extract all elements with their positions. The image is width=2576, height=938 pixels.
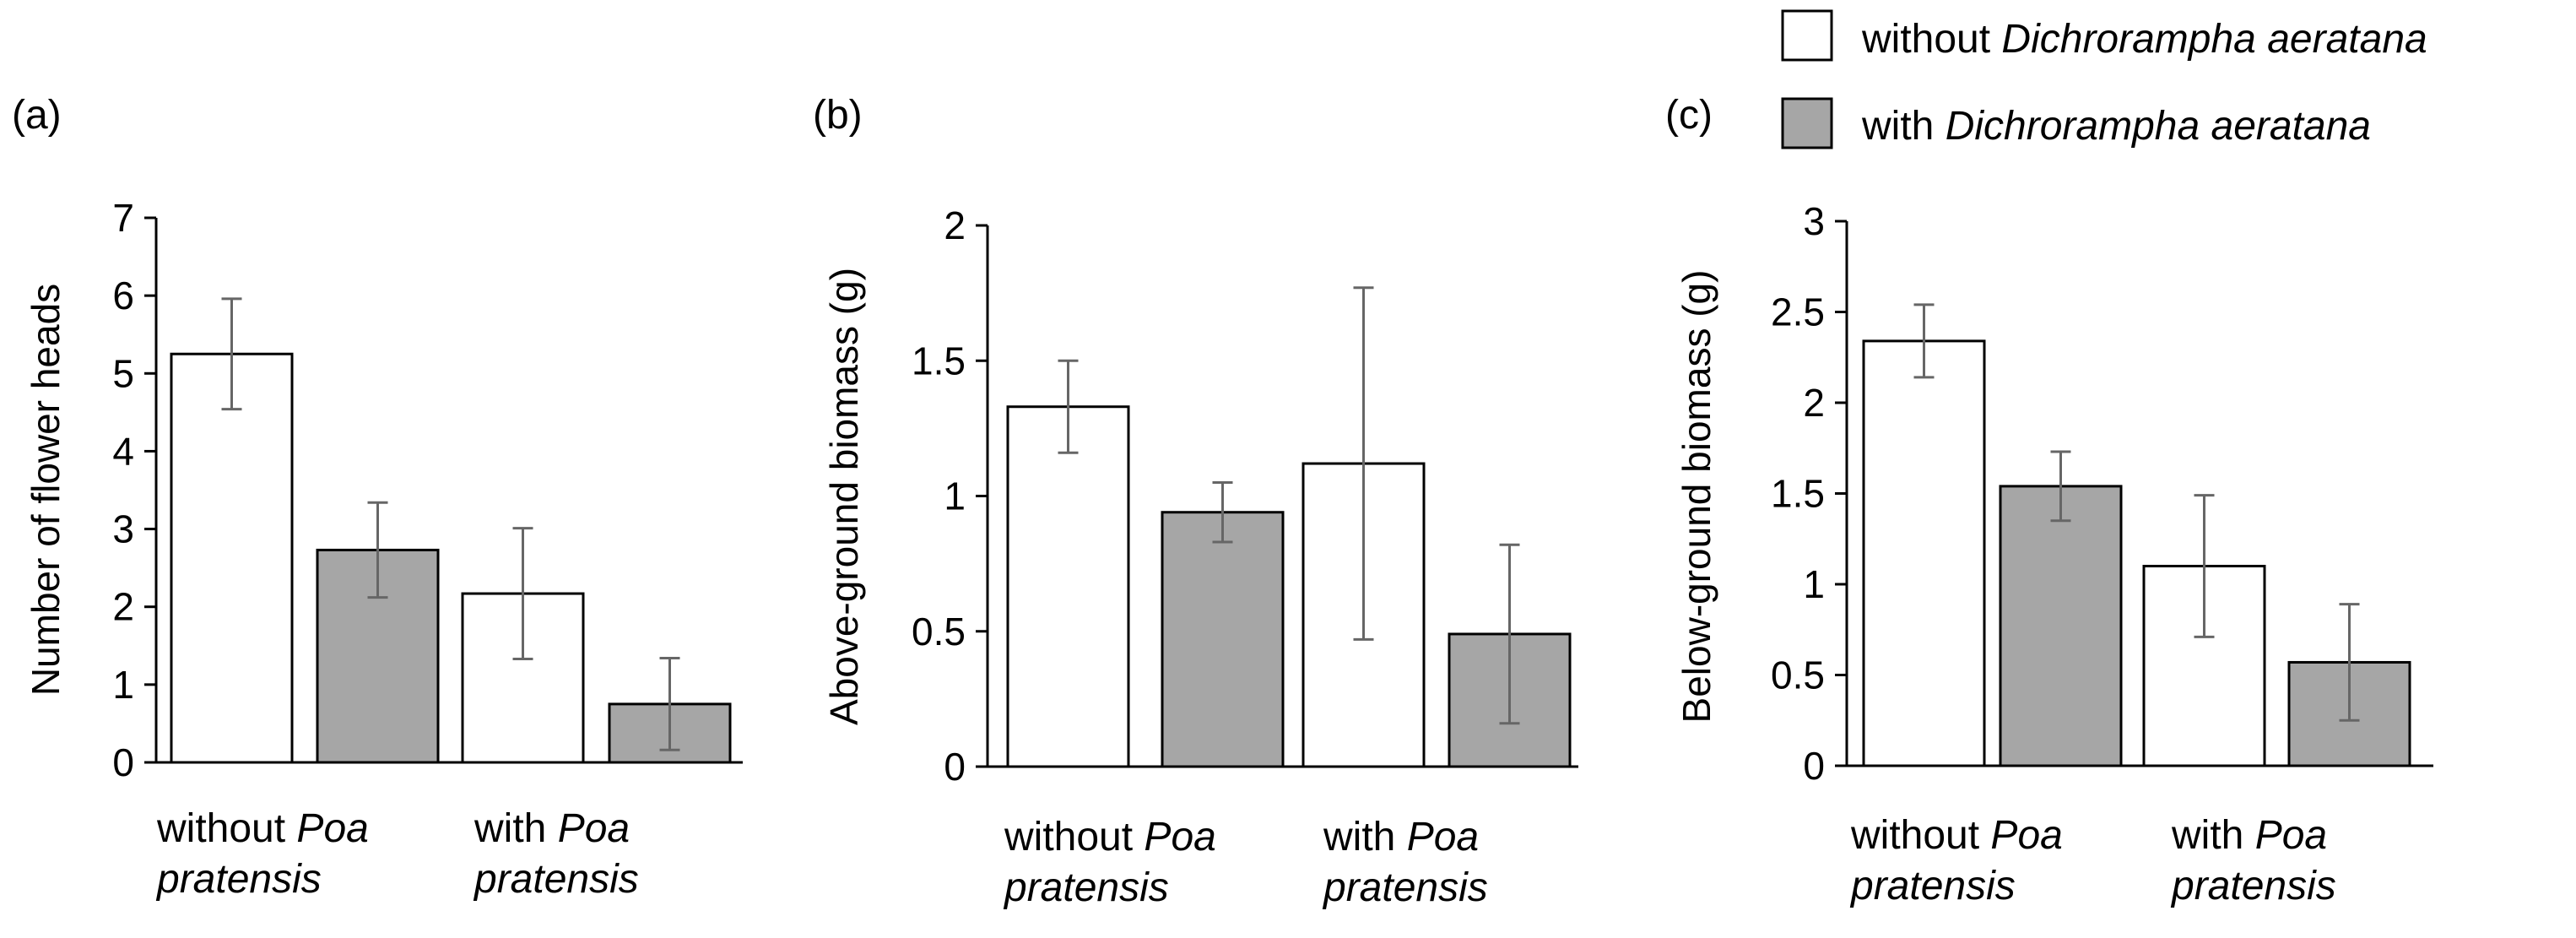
panel-a: (a) Number of flower heads 0 1 2 3 4 5 6 7 with… bbox=[12, 93, 743, 902]
panel-a-bar bbox=[170, 352, 294, 764]
panel-a-ytick-label: 6 bbox=[112, 274, 134, 317]
panel-c: (c) Below-ground biomass (g) 0 0.5 1 1.5 2 2.… bbox=[1665, 93, 2433, 908]
panel-c-ytick-label: 1.5 bbox=[1771, 472, 1825, 516]
panel-b-ytick-label: 0 bbox=[944, 745, 966, 789]
panel-a-ylabel: Number of flower heads bbox=[24, 284, 68, 696]
panel-b-bars bbox=[1006, 286, 1572, 768]
panel-b-ytick-label: 1.5 bbox=[912, 339, 966, 382]
panel-c-bars bbox=[1862, 303, 2411, 767]
panel-a-ytick-label: 0 bbox=[112, 740, 134, 784]
panel-a-label: (a) bbox=[12, 93, 62, 138]
panel-b-xlabel-without-poa: without Poa pratensis bbox=[1003, 815, 1216, 910]
panel-a-xlabel-with-poa: with Poa pratensis bbox=[473, 806, 639, 902]
panel-a-ytick-label: 7 bbox=[112, 196, 134, 240]
panel-b-ytick-label: 0.5 bbox=[912, 610, 966, 653]
panel-c-bar bbox=[1999, 485, 2123, 767]
panel-c-label: (c) bbox=[1665, 93, 1713, 138]
panel-c-bar bbox=[1862, 339, 1986, 767]
panel-b-ytick-label: 2 bbox=[944, 203, 966, 247]
panel-c-ytick-label: 1 bbox=[1803, 562, 1825, 606]
panel-b: (b) Above-ground biomass (g) 0 0.5 1 1.5 2 w… bbox=[813, 93, 1578, 910]
panel-b-ytick-label: 1 bbox=[944, 474, 966, 518]
panel-c-ytick-label: 0.5 bbox=[1771, 653, 1825, 697]
panel-a-ytick-label: 2 bbox=[112, 585, 134, 629]
legend-swatch-without-moth bbox=[1781, 9, 1833, 62]
panel-b-bar bbox=[1006, 405, 1130, 768]
legend-label-with-moth: with Dichrorampha aeratana bbox=[1861, 104, 2371, 149]
panel-c-ytick-label: 3 bbox=[1803, 199, 1825, 243]
panel-a-ytick-label: 1 bbox=[112, 663, 134, 707]
panel-b-xlabel-with-poa: with Poa pratensis bbox=[1322, 815, 1488, 910]
panel-c-xlabels: without Poa pratensis with Poa pratensis bbox=[1849, 813, 2336, 908]
panel-c-yticks: 0 0.5 1 1.5 2 2.5 3 bbox=[1771, 199, 1847, 788]
panel-a-ytick-label: 4 bbox=[112, 429, 134, 473]
panel-a-xlabels: without Poa pratensis with Poa pratensis bbox=[155, 806, 639, 902]
legend-label-without-moth: without Dichrorampha aeratana bbox=[1861, 17, 2427, 62]
panel-c-ytick-label: 2.5 bbox=[1771, 290, 1825, 334]
panel-a-bars bbox=[170, 297, 732, 764]
panel-b-xlabels: without Poa pratensis with Poa pratensis bbox=[1003, 815, 1488, 910]
panel-c-ytick-label: 2 bbox=[1803, 381, 1825, 425]
panel-c-xlabel-without-poa: without Poa pratensis bbox=[1849, 813, 2063, 908]
panel-b-yticks: 0 0.5 1 1.5 2 bbox=[912, 203, 988, 789]
panel-a-yticks: 0 1 2 3 4 5 6 7 bbox=[112, 196, 156, 784]
panel-a-ytick-label: 5 bbox=[112, 351, 134, 395]
panel-b-ylabel: Above-ground biomass (g) bbox=[822, 268, 866, 725]
legend: without Dichrorampha aeratana with Dichr… bbox=[1781, 9, 2427, 149]
panel-a-xlabel-without-poa: without Poa pratensis bbox=[155, 806, 369, 902]
panel-a-bar bbox=[316, 548, 440, 764]
panel-c-ytick-label: 0 bbox=[1803, 744, 1825, 788]
panel-c-ylabel: Below-ground biomass (g) bbox=[1675, 270, 1718, 724]
panel-c-xlabel-with-poa: with Poa pratensis bbox=[2170, 813, 2336, 908]
panel-a-ytick-label: 3 bbox=[112, 507, 134, 551]
panel-b-label: (b) bbox=[813, 93, 863, 138]
panel-b-bar bbox=[1161, 511, 1285, 768]
legend-swatch-with-moth bbox=[1781, 97, 1833, 149]
